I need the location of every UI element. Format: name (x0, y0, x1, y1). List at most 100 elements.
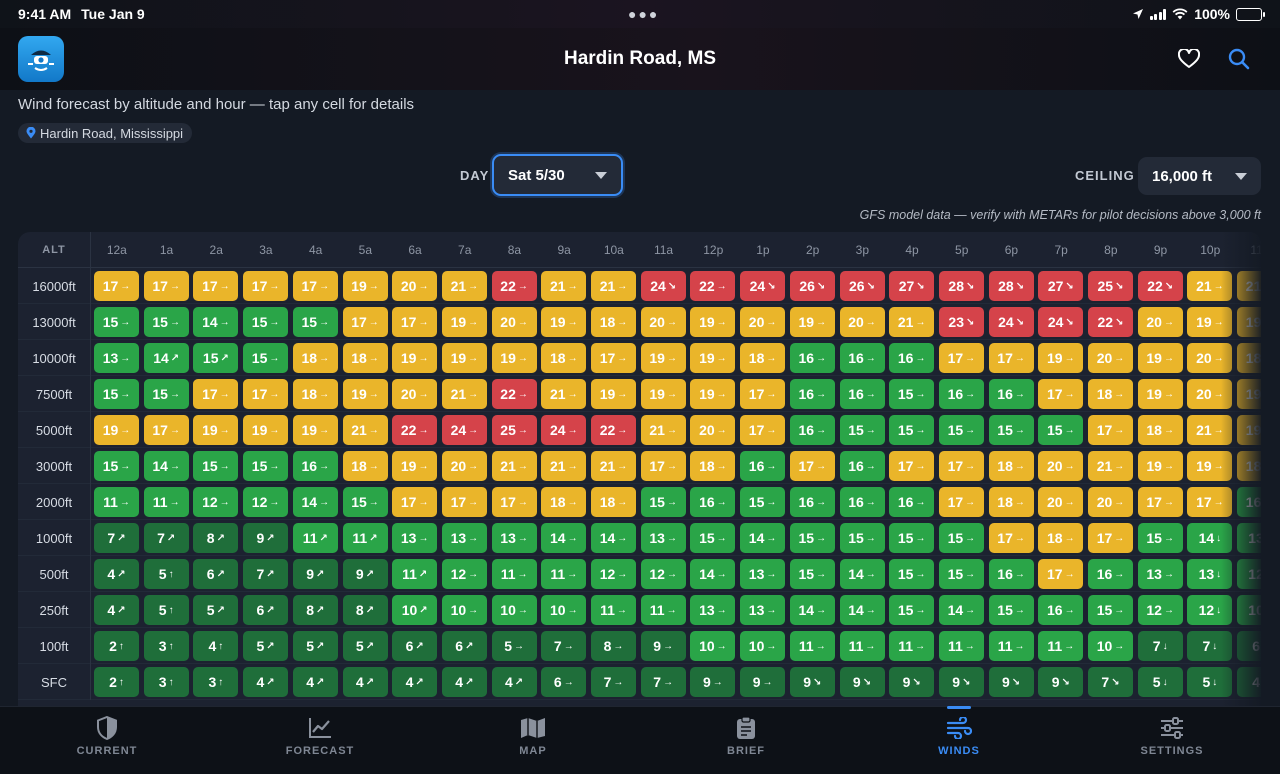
wind-cell[interactable]: 15 → (243, 343, 289, 373)
wind-cell[interactable]: 12 → (441, 559, 487, 589)
wind-cell[interactable]: 2 ↑ (94, 631, 139, 661)
wind-cell[interactable]: 22 → (491, 379, 537, 409)
wind-cell[interactable]: 22 → (392, 415, 438, 445)
wind-cell[interactable]: 12 → (193, 487, 239, 517)
wind-cell[interactable]: 21→ (491, 451, 537, 481)
wind-cell[interactable]: 17 → (988, 343, 1034, 373)
wind-cell[interactable]: 20 → (491, 307, 537, 337)
wind-cell[interactable]: 13 → (441, 523, 487, 553)
wind-cell[interactable]: 14 → (740, 523, 786, 553)
wind-cell[interactable]: 12 → (243, 487, 289, 517)
wind-cell[interactable]: 17 → (938, 451, 984, 481)
wind-cell[interactable]: 19→ (640, 343, 686, 373)
tab-map[interactable]: MAP (443, 707, 623, 774)
wind-cell[interactable]: 19→ (193, 415, 239, 445)
tab-forecast[interactable]: FORECAST (230, 707, 410, 774)
wind-cell[interactable]: 19→ (640, 379, 686, 409)
wind-cell[interactable]: 18→ (740, 343, 786, 373)
wind-cell[interactable]: 13 → (740, 595, 786, 625)
wind-cell[interactable]: 19→ (1237, 415, 1261, 445)
wind-cell[interactable]: 15 → (938, 415, 984, 445)
wind-cell[interactable]: 17 → (143, 415, 189, 445)
wind-cell[interactable]: 24 ↘ (640, 271, 686, 301)
wind-cell[interactable]: 12↓ (1237, 559, 1261, 589)
wind-cell[interactable]: 10↓ (1237, 595, 1261, 625)
wind-cell[interactable]: 15 → (789, 559, 835, 589)
wind-cell[interactable]: 22 → (591, 415, 636, 445)
wind-cell[interactable]: 15 → (889, 379, 935, 409)
wind-cell[interactable]: 7 ↗ (243, 559, 289, 589)
wind-cell[interactable]: 9 ↘ (839, 667, 885, 697)
wind-cell[interactable]: 15 → (94, 379, 139, 409)
wind-cell[interactable]: 6 ↗ (243, 595, 289, 625)
wind-cell[interactable]: 19→ (243, 415, 289, 445)
wind-cell[interactable]: 19→ (591, 379, 636, 409)
wind-cell[interactable]: 4 ↗ (94, 595, 139, 625)
wind-cell[interactable]: 21→ (441, 379, 487, 409)
wind-cell[interactable]: 11 → (491, 559, 537, 589)
wind-cell[interactable]: 20 → (640, 307, 686, 337)
wind-cell[interactable]: 10 → (541, 595, 587, 625)
wind-cell[interactable]: 7 ↓ (1187, 631, 1233, 661)
wind-grid[interactable]: ALT 12a 1a 2a 3a 4a 5a 6a 7a 8a 9a 10a 11a 12p 1p 2p 3p… (18, 232, 1261, 708)
wind-cell[interactable]: 9 ↘ (988, 667, 1034, 697)
wind-cell[interactable]: 8 ↗ (342, 595, 388, 625)
wind-cell[interactable]: 19→ (94, 415, 139, 445)
wind-cell[interactable]: 13↓ (1237, 523, 1261, 553)
wind-cell[interactable]: 19→ (292, 415, 338, 445)
wind-cell[interactable]: 11 → (789, 631, 835, 661)
wind-cell[interactable]: 4↓ (1237, 667, 1261, 697)
wind-cell[interactable]: 14 → (789, 595, 835, 625)
search-button[interactable] (1226, 46, 1252, 72)
wind-cell[interactable]: 20 → (839, 307, 885, 337)
wind-cell[interactable]: 13 → (491, 523, 537, 553)
multitasking-dots-icon[interactable]: ●●● (628, 6, 660, 22)
favorite-button[interactable] (1176, 46, 1202, 72)
wind-cell[interactable]: 15 → (193, 451, 239, 481)
wind-cell[interactable]: 11 → (591, 595, 636, 625)
wind-cell[interactable]: 20 → (690, 415, 736, 445)
wind-cell[interactable]: 9 ↘ (1038, 667, 1084, 697)
wind-cell[interactable]: 15 → (839, 523, 885, 553)
wind-cell[interactable]: 19→ (392, 451, 438, 481)
wind-cell[interactable]: 17 → (193, 379, 239, 409)
wind-cell[interactable]: 16→ (789, 487, 835, 517)
wind-cell[interactable]: 20 → (1137, 307, 1183, 337)
wind-cell[interactable]: 17 → (1088, 415, 1133, 445)
wind-cell[interactable]: 18→ (1088, 379, 1133, 409)
wind-cell[interactable]: 17 → (193, 271, 239, 301)
wind-cell[interactable]: 17 → (1038, 559, 1084, 589)
wind-cell[interactable]: 20 → (1038, 451, 1084, 481)
wind-cell[interactable]: 18→ (690, 451, 736, 481)
wind-cell[interactable]: 9 ↘ (789, 667, 835, 697)
wind-cell[interactable]: 3 ↑ (193, 667, 239, 697)
wind-cell[interactable]: 17 → (441, 487, 487, 517)
wind-cell[interactable]: 15 → (243, 451, 289, 481)
wind-cell[interactable]: 28 ↘ (988, 271, 1034, 301)
wind-cell[interactable]: 25 ↘ (1088, 271, 1133, 301)
wind-cell[interactable]: 6 → (541, 667, 587, 697)
wind-cell[interactable]: 21→ (591, 451, 636, 481)
wind-cell[interactable]: 25 → (491, 415, 537, 445)
wind-cell[interactable]: 19→ (690, 343, 736, 373)
wind-cell[interactable]: 16→ (789, 415, 835, 445)
wind-cell[interactable]: 19→ (1038, 343, 1084, 373)
wind-cell[interactable]: 26 ↘ (839, 271, 885, 301)
wind-cell[interactable]: 17 → (143, 271, 189, 301)
wind-cell[interactable]: 19→ (789, 307, 835, 337)
wind-cell[interactable]: 8 → (591, 631, 636, 661)
wind-cell[interactable]: 16→ (988, 559, 1034, 589)
wind-cell[interactable]: 14 → (591, 523, 636, 553)
wind-cell[interactable]: 10 ↗ (392, 595, 438, 625)
wind-cell[interactable]: 20 → (1088, 343, 1133, 373)
wind-cell[interactable]: 15 → (789, 523, 835, 553)
wind-cell[interactable]: 21→ (541, 379, 587, 409)
wind-cell[interactable]: 19→ (1137, 451, 1183, 481)
wind-cell[interactable]: 15 → (938, 559, 984, 589)
wind-cell[interactable]: 15 → (640, 487, 686, 517)
wind-cell[interactable]: 15 → (889, 523, 935, 553)
wind-cell[interactable]: 11 → (839, 631, 885, 661)
wind-cell[interactable]: 19→ (342, 271, 388, 301)
wind-cell[interactable]: 17 → (491, 487, 537, 517)
wind-cell[interactable]: 4 ↗ (94, 559, 139, 589)
